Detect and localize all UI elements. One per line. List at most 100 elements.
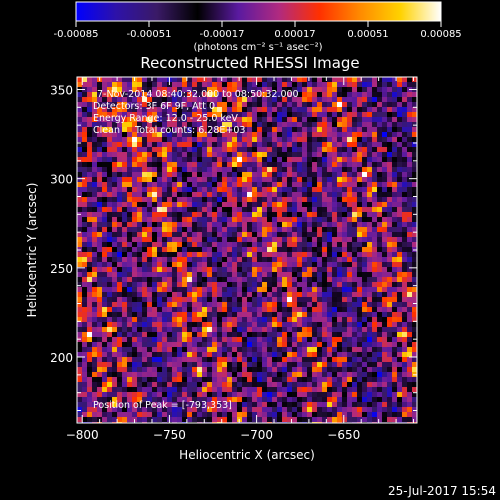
heatmap-cell bbox=[402, 302, 407, 307]
heatmap-cell bbox=[132, 222, 137, 227]
heatmap-cell bbox=[317, 252, 322, 257]
heatmap-cell bbox=[292, 237, 297, 242]
heatmap-cell bbox=[342, 292, 347, 297]
heatmap-cell bbox=[312, 247, 317, 252]
heatmap-cell bbox=[97, 122, 102, 127]
heatmap-cell bbox=[272, 117, 277, 122]
heatmap-cell bbox=[332, 107, 337, 112]
heatmap-cell bbox=[112, 287, 117, 292]
heatmap-cell bbox=[97, 92, 102, 97]
heatmap-cell bbox=[367, 327, 372, 332]
heatmap-cell bbox=[262, 127, 267, 132]
heatmap-cell bbox=[322, 232, 327, 237]
heatmap-cell bbox=[382, 122, 387, 127]
heatmap-cell bbox=[382, 117, 387, 122]
heatmap-cell bbox=[302, 282, 307, 287]
heatmap-cell bbox=[362, 377, 367, 382]
heatmap-cell bbox=[237, 242, 242, 247]
heatmap-cell bbox=[252, 162, 257, 167]
heatmap-cell bbox=[112, 347, 117, 352]
heatmap-cell bbox=[332, 267, 337, 272]
heatmap-cell bbox=[192, 87, 197, 92]
heatmap-cell bbox=[297, 112, 302, 117]
heatmap-cell bbox=[172, 127, 177, 132]
heatmap-cell bbox=[307, 142, 312, 147]
heatmap-cell bbox=[152, 147, 157, 152]
heatmap-cell bbox=[167, 272, 172, 277]
heatmap-cell bbox=[312, 172, 317, 177]
heatmap-cell bbox=[122, 412, 127, 417]
heatmap-cell bbox=[127, 147, 132, 152]
heatmap-cell bbox=[142, 332, 147, 337]
heatmap-cell bbox=[87, 367, 92, 372]
heatmap-cell bbox=[217, 407, 222, 412]
heatmap-cell bbox=[242, 212, 247, 217]
heatmap-cell bbox=[287, 107, 292, 112]
heatmap-cell bbox=[352, 322, 357, 327]
heatmap-cell bbox=[267, 327, 272, 332]
heatmap-cell bbox=[202, 202, 207, 207]
heatmap-cell bbox=[137, 342, 142, 347]
heatmap-cell bbox=[117, 407, 122, 412]
heatmap-cell bbox=[187, 297, 192, 302]
heatmap-cell bbox=[327, 202, 332, 207]
heatmap-cell bbox=[207, 337, 212, 342]
heatmap-cell bbox=[147, 127, 152, 132]
heatmap-cell bbox=[397, 282, 402, 287]
heatmap-cell bbox=[397, 392, 402, 397]
heatmap-cell bbox=[282, 412, 287, 417]
heatmap-cell bbox=[237, 232, 242, 237]
heatmap-cell bbox=[197, 97, 202, 102]
heatmap-cell bbox=[312, 232, 317, 237]
heatmap-cell bbox=[387, 142, 392, 147]
heatmap-cell bbox=[397, 272, 402, 277]
heatmap-cell bbox=[357, 382, 362, 387]
heatmap-cell bbox=[312, 187, 317, 192]
heatmap-cell bbox=[332, 317, 337, 322]
heatmap-cell bbox=[367, 357, 372, 362]
heatmap-cell bbox=[82, 197, 87, 202]
heatmap-cell bbox=[252, 77, 257, 82]
heatmap-cell bbox=[122, 367, 127, 372]
heatmap-cell bbox=[287, 342, 292, 347]
heatmap-cell bbox=[117, 312, 122, 317]
heatmap-cell bbox=[102, 287, 107, 292]
heatmap-cell bbox=[187, 307, 192, 312]
heatmap-cell bbox=[207, 342, 212, 347]
heatmap-cell bbox=[142, 97, 147, 102]
heatmap-cell bbox=[407, 252, 412, 257]
heatmap-cell bbox=[217, 342, 222, 347]
heatmap-cell bbox=[242, 187, 247, 192]
heatmap-cell bbox=[277, 197, 282, 202]
heatmap-cell bbox=[102, 92, 107, 97]
heatmap-cell bbox=[212, 212, 217, 217]
heatmap-cell bbox=[292, 172, 297, 177]
heatmap-cell bbox=[367, 157, 372, 162]
heatmap-cell bbox=[242, 287, 247, 292]
heatmap-cell bbox=[397, 292, 402, 297]
heatmap-cell bbox=[277, 97, 282, 102]
heatmap-cell bbox=[177, 77, 182, 82]
heatmap-cell bbox=[257, 182, 262, 187]
heatmap-cell bbox=[412, 257, 417, 262]
heatmap-cell bbox=[262, 312, 267, 317]
heatmap-cell bbox=[222, 387, 227, 392]
heatmap-cell bbox=[337, 337, 342, 342]
heatmap-cell bbox=[102, 182, 107, 187]
heatmap-cell bbox=[262, 102, 267, 107]
heatmap-cell bbox=[182, 157, 187, 162]
heatmap-cell bbox=[82, 382, 87, 387]
heatmap-cell bbox=[162, 257, 167, 262]
heatmap-cell bbox=[107, 412, 112, 417]
heatmap-cell bbox=[137, 242, 142, 247]
heatmap-cell bbox=[177, 282, 182, 287]
heatmap-cell bbox=[207, 122, 212, 127]
heatmap-cell bbox=[187, 132, 192, 137]
heatmap-cell bbox=[402, 372, 407, 377]
heatmap-cell bbox=[262, 137, 267, 142]
heatmap-cell bbox=[162, 347, 167, 352]
heatmap-cell bbox=[277, 187, 282, 192]
heatmap-cell bbox=[262, 92, 267, 97]
heatmap-cell bbox=[332, 252, 337, 257]
heatmap-cell bbox=[292, 267, 297, 272]
